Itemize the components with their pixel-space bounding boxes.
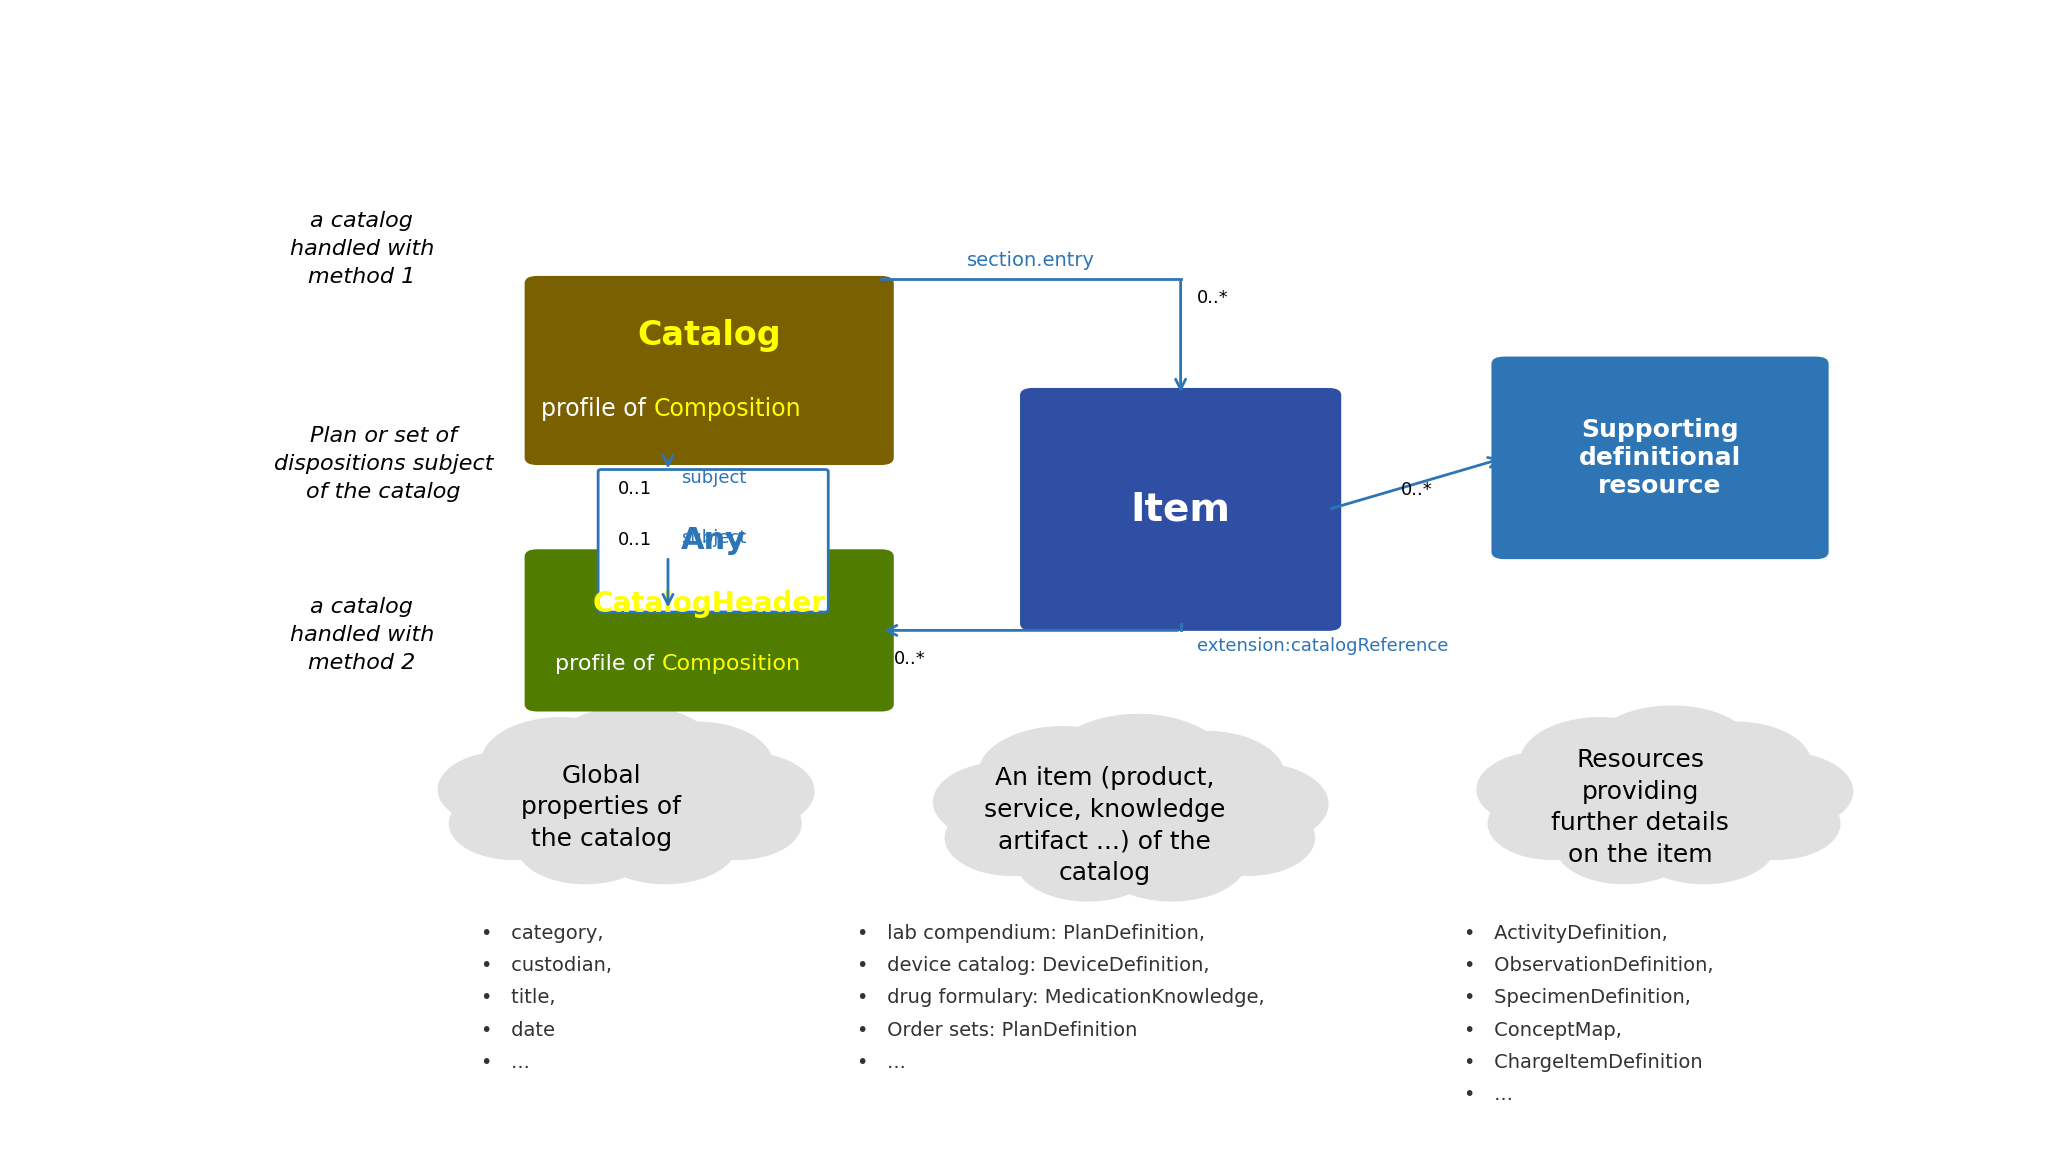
Text: section.entry: section.entry	[967, 250, 1095, 270]
Circle shape	[1126, 731, 1285, 819]
Text: 0..1: 0..1	[619, 531, 652, 549]
Text: subject: subject	[680, 469, 746, 487]
Text: Resources
providing
further details
on the item: Resources providing further details on t…	[1551, 748, 1730, 867]
Text: •   device catalog: DeviceDefinition,: • device catalog: DeviceDefinition,	[858, 956, 1210, 975]
Circle shape	[594, 803, 738, 883]
Circle shape	[1555, 739, 1773, 861]
Circle shape	[439, 752, 573, 828]
Text: •   category,: • category,	[480, 924, 604, 943]
Text: Global
properties of
the catalog: Global properties of the catalog	[522, 764, 680, 851]
Text: An item (product,
service, knowledge
artifact ...) of the
catalog: An item (product, service, knowledge art…	[984, 766, 1225, 885]
Text: •   ...: • ...	[480, 1053, 530, 1072]
Circle shape	[1617, 745, 1808, 852]
Text: a catalog
handled with
method 1: a catalog handled with method 1	[289, 212, 435, 288]
Text: profile of: profile of	[540, 397, 654, 421]
Circle shape	[480, 718, 641, 808]
Circle shape	[1017, 819, 1161, 901]
Text: •   ...: • ...	[858, 1053, 905, 1072]
Circle shape	[672, 788, 800, 859]
Circle shape	[979, 726, 1146, 821]
Text: •   SpecimenDefinition,: • SpecimenDefinition,	[1464, 988, 1691, 1008]
Circle shape	[1017, 750, 1243, 878]
Circle shape	[934, 762, 1074, 842]
FancyBboxPatch shape	[524, 276, 893, 466]
FancyBboxPatch shape	[1021, 388, 1340, 631]
Text: •   lab compendium: PlanDefinition,: • lab compendium: PlanDefinition,	[858, 924, 1204, 943]
Text: •   ActivityDefinition,: • ActivityDefinition,	[1464, 924, 1668, 943]
Text: Any: Any	[680, 526, 746, 555]
Circle shape	[1520, 745, 1695, 843]
Circle shape	[1050, 715, 1227, 815]
Text: Supporting
definitional
resource: Supporting definitional resource	[1579, 418, 1740, 498]
Text: •   ...: • ...	[1464, 1085, 1514, 1105]
Circle shape	[1716, 753, 1852, 830]
Circle shape	[548, 707, 718, 801]
Circle shape	[1520, 718, 1681, 808]
FancyBboxPatch shape	[598, 469, 829, 612]
Text: 0..*: 0..*	[893, 651, 926, 668]
Circle shape	[1097, 816, 1248, 901]
Circle shape	[518, 739, 734, 861]
Circle shape	[1184, 764, 1328, 844]
Text: a catalog
handled with
method 2: a catalog handled with method 2	[289, 597, 435, 673]
Text: •   ConceptMap,: • ConceptMap,	[1464, 1021, 1623, 1039]
Text: •   Order sets: PlanDefinition: • Order sets: PlanDefinition	[858, 1021, 1138, 1039]
Circle shape	[676, 753, 814, 830]
Circle shape	[979, 755, 1163, 859]
Circle shape	[1489, 788, 1617, 859]
Circle shape	[577, 745, 769, 852]
Circle shape	[1588, 707, 1757, 801]
Circle shape	[944, 800, 1080, 875]
Text: •   ObservationDefinition,: • ObservationDefinition,	[1464, 956, 1714, 975]
Text: CatalogHeader: CatalogHeader	[592, 590, 825, 618]
Text: •   title,: • title,	[480, 988, 557, 1008]
Text: profile of: profile of	[555, 654, 662, 674]
Text: 0..*: 0..*	[1400, 481, 1433, 498]
Text: 0..1: 0..1	[619, 481, 652, 498]
Circle shape	[450, 788, 577, 859]
Circle shape	[1179, 800, 1313, 875]
FancyBboxPatch shape	[524, 549, 893, 711]
Text: •   custodian,: • custodian,	[480, 956, 612, 975]
Text: 0..*: 0..*	[1196, 290, 1229, 307]
Text: •   drug formulary: MedicationKnowledge,: • drug formulary: MedicationKnowledge,	[858, 988, 1264, 1008]
Text: •   date: • date	[480, 1021, 555, 1039]
Text: Item: Item	[1130, 490, 1231, 528]
Circle shape	[1711, 788, 1839, 859]
Circle shape	[1633, 803, 1775, 883]
Text: Composition: Composition	[662, 654, 800, 674]
Text: Composition: Composition	[654, 397, 800, 421]
Circle shape	[1555, 807, 1693, 883]
Text: •   ChargeItemDefinition: • ChargeItemDefinition	[1464, 1053, 1703, 1072]
Circle shape	[1476, 752, 1610, 828]
Text: subject: subject	[680, 530, 746, 547]
Circle shape	[623, 722, 773, 807]
Circle shape	[1660, 722, 1810, 807]
Circle shape	[483, 745, 658, 843]
Text: extension:catalogReference: extension:catalogReference	[1196, 637, 1448, 655]
Text: Plan or set of
dispositions subject
of the catalog: Plan or set of dispositions subject of t…	[274, 426, 493, 503]
Circle shape	[518, 807, 654, 883]
Circle shape	[1080, 755, 1281, 868]
FancyBboxPatch shape	[1491, 356, 1829, 559]
Text: Catalog: Catalog	[637, 319, 781, 352]
